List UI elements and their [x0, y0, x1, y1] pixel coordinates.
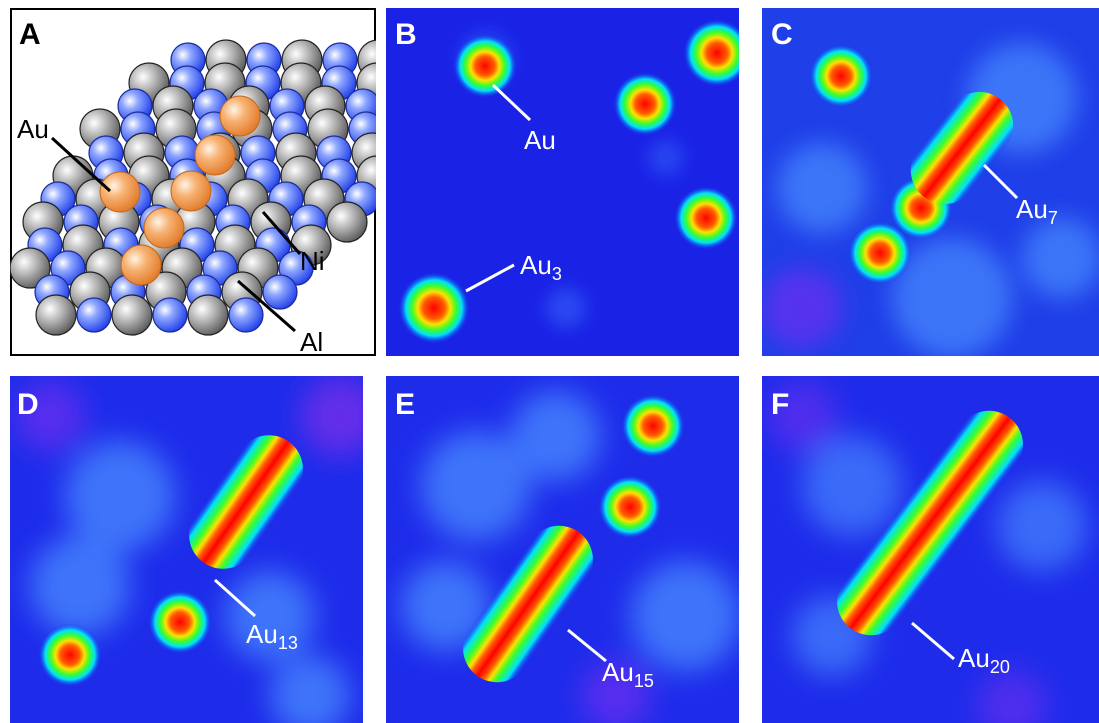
- al-atom: [76, 297, 112, 333]
- ni-atom: [111, 294, 153, 336]
- au-atom: [219, 95, 261, 137]
- annotation-au7: Au7: [1016, 194, 1058, 228]
- atom-label-al: Al: [300, 327, 324, 356]
- panel-label-c: C: [771, 18, 793, 51]
- panel-b: B Au Au3: [386, 8, 739, 356]
- ni-atom: [326, 201, 368, 243]
- al-atom: [152, 297, 188, 333]
- au-pointer: [491, 83, 532, 122]
- ni-pointer: [261, 211, 302, 255]
- stm-image-f: [762, 376, 1099, 723]
- stm-image-d: [10, 376, 363, 723]
- annotation-au15: Au15: [602, 657, 654, 691]
- au-monomer-peak: [148, 590, 212, 654]
- au-atom: [170, 170, 212, 212]
- atom-lattice: [10, 39, 376, 336]
- au3-pointer: [465, 263, 515, 293]
- au7-chain-peak: [910, 91, 1014, 205]
- au15-chain-peak: [463, 525, 593, 683]
- al-atom: [262, 274, 298, 310]
- au-atom: [99, 171, 141, 213]
- au-monomer-peak: [38, 623, 102, 687]
- atom-label-au: Au: [17, 114, 49, 144]
- ni-atom: [10, 247, 51, 289]
- stm-image-e: [386, 376, 739, 723]
- panel-label-d: D: [17, 388, 39, 421]
- panel-label-a: A: [19, 18, 41, 51]
- au-monomer-peak: [453, 34, 517, 98]
- panel-d: D Au13: [10, 376, 363, 723]
- panel-label-b: B: [395, 18, 417, 51]
- au-monomer-peak: [613, 72, 677, 136]
- annotation-au3: Au3: [520, 250, 562, 284]
- au-atom: [194, 134, 236, 176]
- au-monomer-peak: [598, 475, 662, 539]
- panel-f: F Au20: [762, 376, 1099, 723]
- panel-e: E Au15: [386, 376, 739, 723]
- ni-atom: [187, 294, 229, 336]
- au-atom: [120, 244, 162, 286]
- annotation-au: Au: [524, 125, 556, 155]
- au-monomer-peak: [809, 44, 873, 108]
- au20-pointer: [911, 621, 955, 661]
- au-monomer-peak: [621, 394, 685, 458]
- atom-label-ni: Ni: [300, 246, 325, 276]
- al-atom: [228, 297, 264, 333]
- stm-image-b: [386, 8, 739, 356]
- au-monomer-peak: [674, 186, 738, 250]
- annotation-au20: Au20: [958, 643, 1010, 677]
- au3-cluster-peak: [398, 272, 470, 344]
- au-monomer-peak: [848, 221, 912, 285]
- panel-label-f: F: [771, 388, 790, 421]
- au-monomer-peak: [683, 19, 739, 87]
- au7-pointer: [982, 163, 1019, 200]
- annotation-au13: Au13: [246, 619, 298, 653]
- au13-pointer: [213, 578, 257, 618]
- al-pointer: [237, 279, 296, 333]
- au15-pointer: [567, 628, 607, 663]
- au20-chain-peak: [837, 410, 1023, 636]
- panel-label-e: E: [395, 388, 416, 421]
- au-pointer: [50, 136, 112, 193]
- au-atom: [143, 207, 185, 249]
- au13-chain-peak: [189, 435, 303, 569]
- panel-a: A Au Ni Al: [10, 8, 376, 356]
- stm-image-c: [762, 8, 1099, 356]
- ni-atom: [35, 294, 77, 336]
- panel-c: C Au7: [762, 8, 1099, 356]
- atomic-model-diagram: [10, 8, 376, 356]
